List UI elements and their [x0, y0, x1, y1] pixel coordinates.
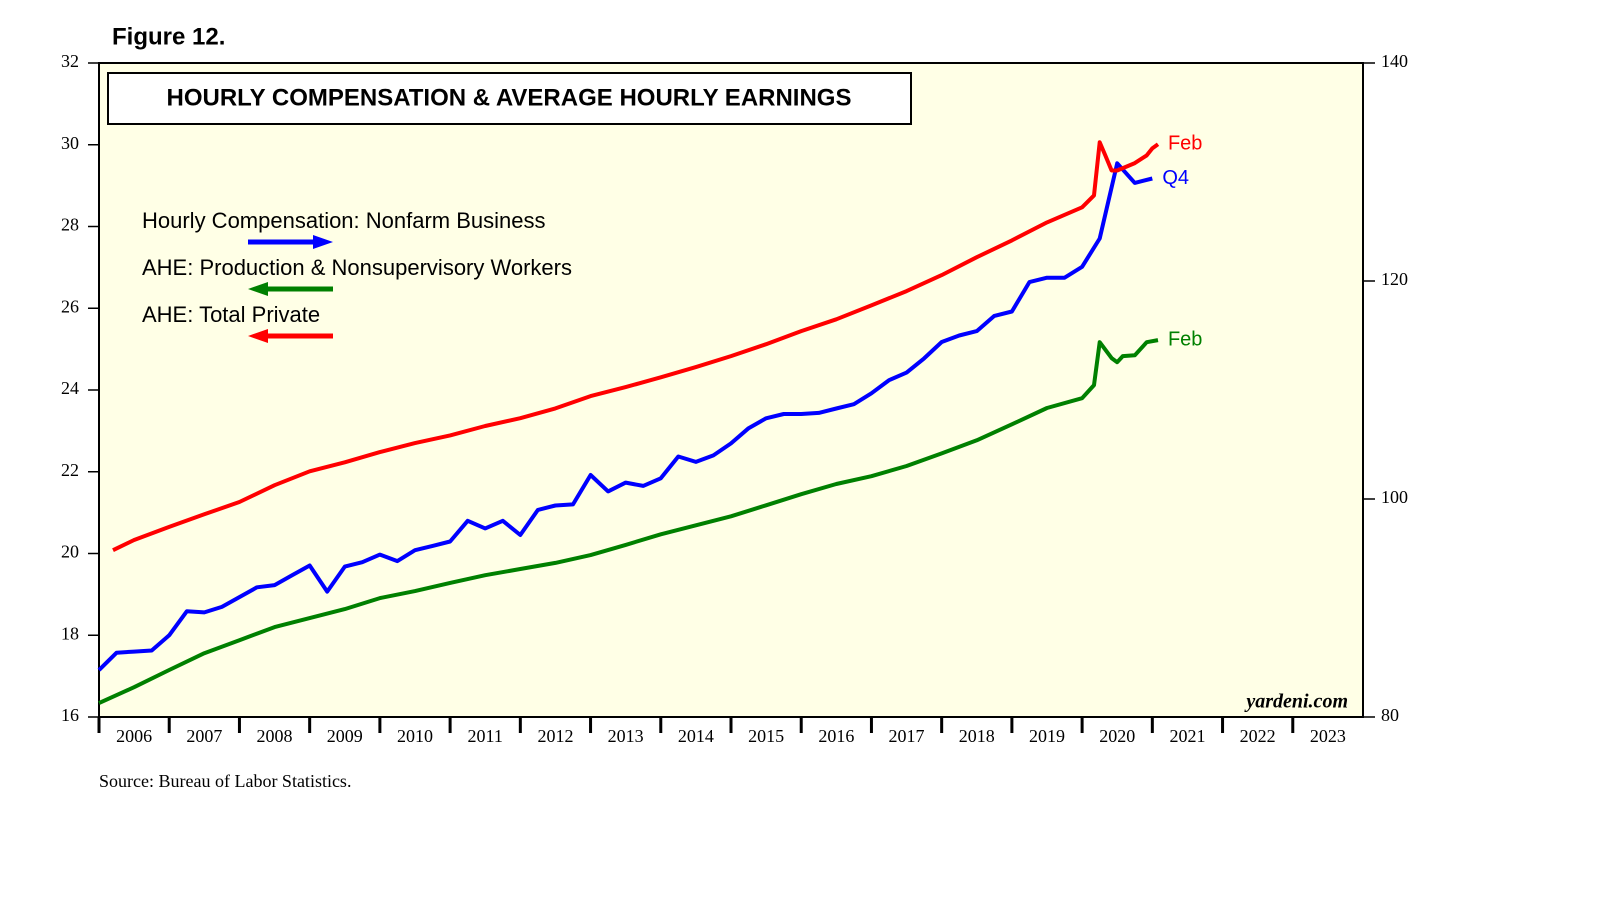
x-tick-label: 2006: [116, 726, 152, 746]
y-tick-label: 28: [61, 215, 79, 235]
chart-title: HOURLY COMPENSATION & AVERAGE HOURLY EAR…: [167, 84, 852, 111]
title-box: [107, 72, 912, 125]
y2-tick-label: 100: [1381, 487, 1408, 507]
y-tick-label: 16: [61, 705, 79, 725]
y-tick-label: 18: [61, 623, 79, 643]
x-tick-label: 2008: [257, 726, 293, 746]
y-tick-label: 22: [61, 460, 79, 480]
x-tick-label: 2012: [537, 726, 573, 746]
end-label: Feb: [1168, 328, 1202, 350]
legend-label: Hourly Compensation: Nonfarm Business: [142, 208, 546, 233]
x-tick-label: 2017: [889, 726, 925, 746]
legend-label: AHE: Total Private: [142, 302, 320, 327]
x-tick-label: 2007: [186, 726, 222, 746]
legend-arrowhead: [313, 235, 333, 249]
legend-label: AHE: Production & Nonsupervisory Workers: [142, 255, 572, 280]
x-tick-label: 2018: [959, 726, 995, 746]
series-line: [97, 161, 1153, 672]
x-tick-label: 2013: [608, 726, 644, 746]
x-tick-label: 2023: [1310, 726, 1346, 746]
legend-arrowhead: [248, 282, 268, 296]
end-label: Feb: [1168, 133, 1202, 155]
plot-area: [98, 62, 1364, 718]
y2-tick-label: 140: [1381, 51, 1408, 71]
x-tick-label: 2011: [468, 726, 503, 746]
x-tick-label: 2020: [1099, 726, 1135, 746]
x-tick-label: 2016: [818, 726, 854, 746]
x-tick-label: 2019: [1029, 726, 1065, 746]
end-label: Q4: [1162, 167, 1189, 189]
x-tick-label: 2010: [397, 726, 433, 746]
y-tick-label: 24: [61, 378, 79, 398]
source-note: Source: Bureau of Labor Statistics.: [99, 771, 351, 791]
y2-tick-label: 120: [1381, 269, 1408, 289]
y-tick-label: 26: [61, 296, 79, 316]
y-tick-label: 30: [61, 133, 79, 153]
legend-arrowhead: [248, 329, 268, 343]
series-line: [98, 338, 1159, 705]
x-tick-label: 2015: [748, 726, 784, 746]
x-tick-label: 2021: [1169, 726, 1205, 746]
x-tick-label: 2022: [1240, 726, 1276, 746]
figure-label: Figure 12.: [112, 23, 225, 50]
watermark: yardeni.com: [1244, 691, 1348, 713]
series-line: [112, 140, 1160, 553]
y2-tick-label: 80: [1381, 705, 1399, 725]
x-tick-label: 2009: [327, 726, 363, 746]
y-tick-label: 20: [61, 542, 79, 562]
x-tick-label: 2014: [678, 726, 714, 746]
y-tick-label: 32: [61, 51, 79, 71]
